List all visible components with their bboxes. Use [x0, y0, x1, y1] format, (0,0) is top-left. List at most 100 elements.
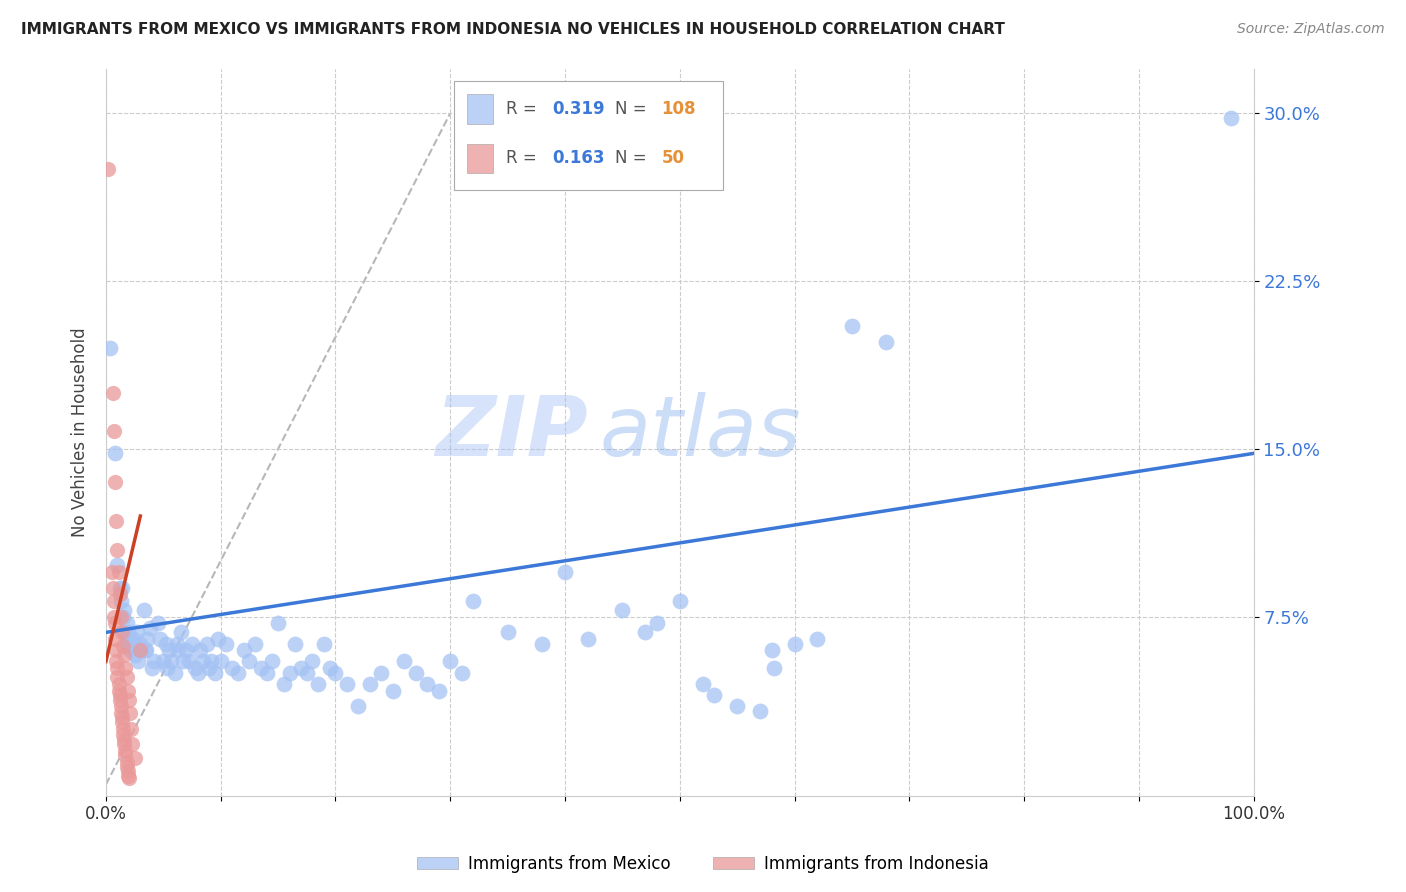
- Point: [100, 341, 122, 355]
- Point: [232, 643, 254, 657]
- Point: [761, 643, 783, 657]
- Point: [143, 655, 166, 669]
- Point: [105, 643, 128, 657]
- Point: [427, 683, 450, 698]
- Point: [450, 665, 472, 680]
- Point: [187, 665, 209, 680]
- Point: [177, 655, 200, 669]
- Y-axis label: No Vehicles in Household: No Vehicles in Household: [72, 327, 89, 537]
- Point: [439, 655, 461, 669]
- Point: [114, 748, 136, 763]
- Point: [394, 655, 416, 669]
- Point: [762, 661, 785, 675]
- Point: [184, 661, 207, 675]
- Point: [118, 706, 141, 720]
- Point: [163, 665, 186, 680]
- Point: [120, 639, 142, 653]
- Point: [405, 665, 427, 680]
- Point: [325, 665, 347, 680]
- Point: [105, 661, 128, 675]
- Point: [131, 643, 153, 657]
- Point: [117, 625, 139, 640]
- Point: [117, 683, 139, 698]
- Point: [278, 665, 301, 680]
- Point: [112, 737, 135, 751]
- Point: [114, 661, 136, 675]
- Point: [107, 683, 129, 698]
- Point: [129, 637, 152, 651]
- Point: [115, 670, 138, 684]
- Point: [146, 616, 169, 631]
- Point: [115, 755, 138, 769]
- Point: [783, 637, 806, 651]
- Point: [576, 632, 599, 647]
- Point: [295, 665, 318, 680]
- Point: [204, 665, 226, 680]
- Point: [108, 587, 131, 601]
- Point: [114, 744, 136, 758]
- Point: [188, 643, 211, 657]
- Text: R =: R =: [506, 149, 543, 167]
- Point: [118, 771, 141, 785]
- Point: [114, 625, 136, 640]
- Point: [416, 677, 439, 691]
- Point: [108, 581, 131, 595]
- Point: [103, 594, 125, 608]
- Point: [117, 769, 139, 783]
- Text: N =: N =: [616, 149, 652, 167]
- Text: 0.163: 0.163: [553, 149, 605, 167]
- Point: [307, 677, 329, 691]
- Point: [347, 699, 370, 714]
- Point: [105, 542, 128, 557]
- Point: [115, 759, 138, 773]
- Point: [167, 643, 190, 657]
- Point: [152, 655, 174, 669]
- Point: [105, 655, 128, 669]
- Point: [111, 625, 134, 640]
- Point: [336, 677, 359, 691]
- Point: [124, 750, 146, 764]
- Point: [112, 732, 135, 747]
- Point: [107, 565, 129, 579]
- Point: [238, 655, 260, 669]
- Point: [110, 594, 132, 608]
- Point: [841, 318, 863, 333]
- Point: [121, 737, 143, 751]
- Point: [284, 637, 307, 651]
- Point: [273, 677, 295, 691]
- Point: [111, 581, 134, 595]
- Point: [115, 616, 138, 631]
- Point: [1219, 111, 1241, 125]
- Point: [381, 683, 404, 698]
- Point: [134, 643, 156, 657]
- Point: [634, 625, 657, 640]
- Point: [125, 625, 148, 640]
- Point: [127, 655, 149, 669]
- Point: [141, 661, 163, 675]
- FancyBboxPatch shape: [467, 144, 492, 173]
- FancyBboxPatch shape: [454, 80, 723, 190]
- Point: [359, 677, 381, 691]
- Point: [749, 704, 772, 718]
- Point: [101, 581, 124, 595]
- Point: [215, 637, 238, 651]
- Point: [319, 661, 342, 675]
- Point: [198, 661, 221, 675]
- Point: [554, 565, 576, 579]
- Point: [875, 334, 897, 349]
- Point: [221, 661, 243, 675]
- Point: [112, 603, 135, 617]
- Point: [97, 162, 120, 177]
- Point: [112, 728, 135, 742]
- Point: [111, 714, 134, 729]
- Point: [209, 655, 232, 669]
- Point: [118, 692, 141, 706]
- Point: [135, 643, 157, 657]
- Point: [725, 699, 748, 714]
- Point: [108, 688, 131, 702]
- Point: [101, 386, 124, 401]
- Point: [132, 603, 155, 617]
- Point: [124, 648, 146, 662]
- Point: [112, 609, 135, 624]
- Point: [166, 637, 188, 651]
